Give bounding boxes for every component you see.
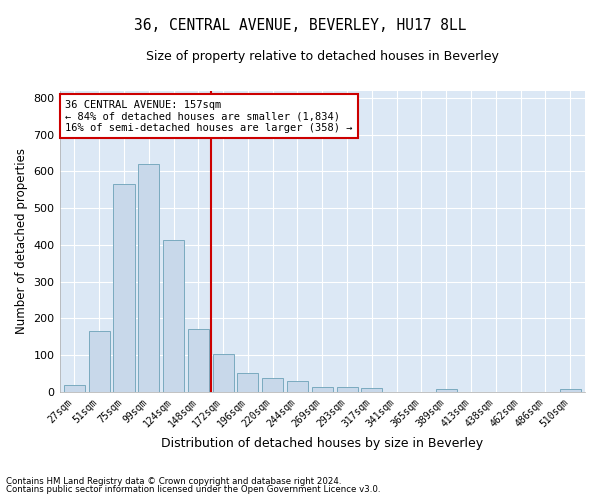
Bar (287, 381, 308, 392)
Text: 36, CENTRAL AVENUE, BEVERLEY, HU17 8LL: 36, CENTRAL AVENUE, BEVERLEY, HU17 8LL (134, 18, 466, 32)
Bar (89, 331, 110, 392)
X-axis label: Distribution of detached houses by size in Beverley: Distribution of detached houses by size … (161, 437, 484, 450)
Title: Size of property relative to detached houses in Beverley: Size of property relative to detached ho… (146, 50, 499, 63)
Text: Contains public sector information licensed under the Open Government Licence v3: Contains public sector information licen… (6, 485, 380, 494)
Bar (163, 240, 184, 392)
Bar (138, 164, 160, 392)
Y-axis label: Number of detached properties: Number of detached properties (15, 148, 28, 334)
Bar (212, 354, 233, 392)
Bar (113, 184, 134, 392)
Bar (262, 378, 283, 392)
Bar (361, 388, 382, 392)
Text: 36 CENTRAL AVENUE: 157sqm
← 84% of detached houses are smaller (1,834)
16% of se: 36 CENTRAL AVENUE: 157sqm ← 84% of detac… (65, 100, 352, 133)
Text: Contains HM Land Registry data © Crown copyright and database right 2024.: Contains HM Land Registry data © Crown c… (6, 477, 341, 486)
Bar (238, 372, 259, 392)
Bar (560, 389, 581, 392)
Bar (64, 385, 85, 392)
Bar (436, 389, 457, 392)
Bar (337, 388, 358, 392)
Bar (312, 387, 333, 392)
Bar (188, 330, 209, 392)
